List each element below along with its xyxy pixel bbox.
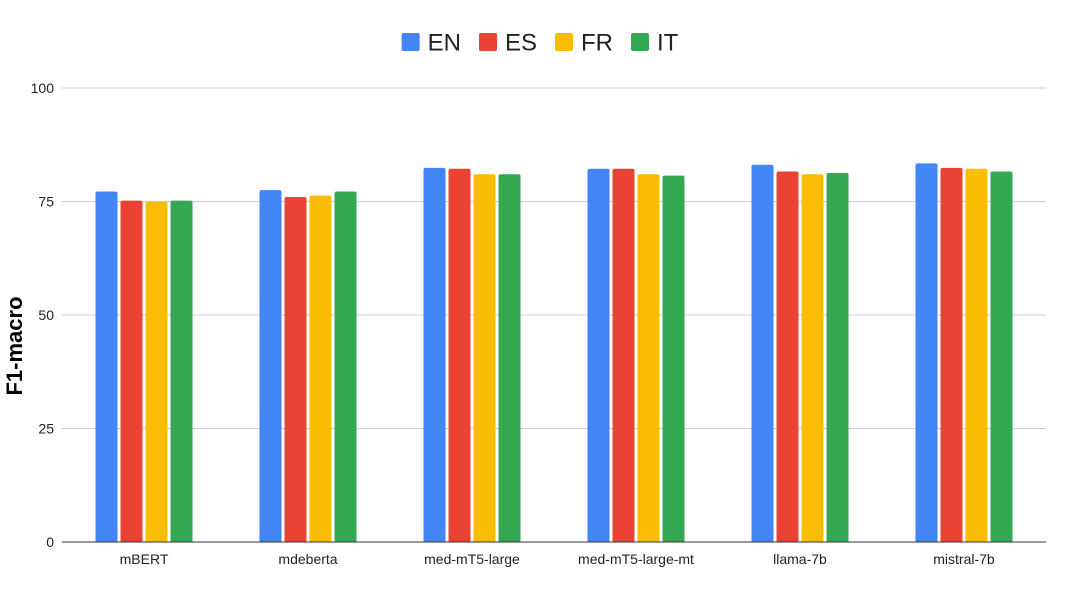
bar-fr-llama-7b [801,174,824,542]
bar-es-mistral-7b [940,167,963,543]
bar-fr-med-mt5-large [473,174,496,542]
bar-fr-med-mt5-large-mt [637,174,660,542]
x-tick-label: mBERT [120,551,169,567]
legend-swatch-fr [555,33,574,51]
x-tick-label: mistral-7b [933,551,995,567]
bar-it-mdeberta [334,191,357,542]
legend: EN ES FR IT [401,30,679,57]
gridlines [62,87,1046,429]
y-tick-label: 0 [46,534,54,550]
legend-label-it: IT [657,30,679,57]
bar-en-med-mt5-large [423,167,446,543]
bar-es-mbert [120,200,143,543]
bar-fr-mbert [145,201,168,543]
legend-label-fr: FR [581,30,613,57]
bar-en-mdeberta [259,190,282,542]
x-axis-ticks: mBERT mdeberta med-mT5-large med-mT5-large-… [120,551,995,567]
bar-fr-mistral-7b [965,168,988,542]
bar-es-llama-7b [776,171,799,542]
legend-swatch-en [401,33,420,51]
bar-it-med-mt5-large [498,174,521,542]
bar-es-mdeberta [284,196,307,542]
bar-it-mbert [170,200,193,543]
y-tick-label: 100 [31,80,55,96]
x-tick-label: med-mT5-large [424,551,520,567]
legend-swatch-it [631,33,650,51]
bar-fr-mdeberta [309,195,332,542]
x-tick-label: med-mT5-large-mt [578,551,694,567]
bars [95,163,1013,543]
y-axis-ticks: 0 25 50 75 100 [31,80,55,550]
bar-en-mistral-7b [915,163,938,542]
legend-swatch-es [479,33,497,51]
bar-it-med-mt5-large-mt [662,175,685,542]
bar-en-llama-7b [751,164,774,542]
x-tick-label: mdeberta [278,551,337,567]
bar-es-med-mt5-large [448,168,471,542]
legend-label-es: ES [505,30,537,57]
bar-en-med-mt5-large-mt [587,168,610,542]
y-tick-label: 50 [38,307,54,323]
y-axis-label: F1-macro [2,296,27,395]
y-tick-label: 25 [38,421,54,437]
bar-it-llama-7b [826,172,849,542]
legend-label-en: EN [428,30,461,57]
y-tick-label: 75 [38,194,54,210]
bar-en-mbert [95,191,118,542]
bar-it-mistral-7b [990,171,1013,542]
x-tick-label: llama-7b [773,551,827,567]
bar-es-med-mt5-large-mt [612,168,635,542]
